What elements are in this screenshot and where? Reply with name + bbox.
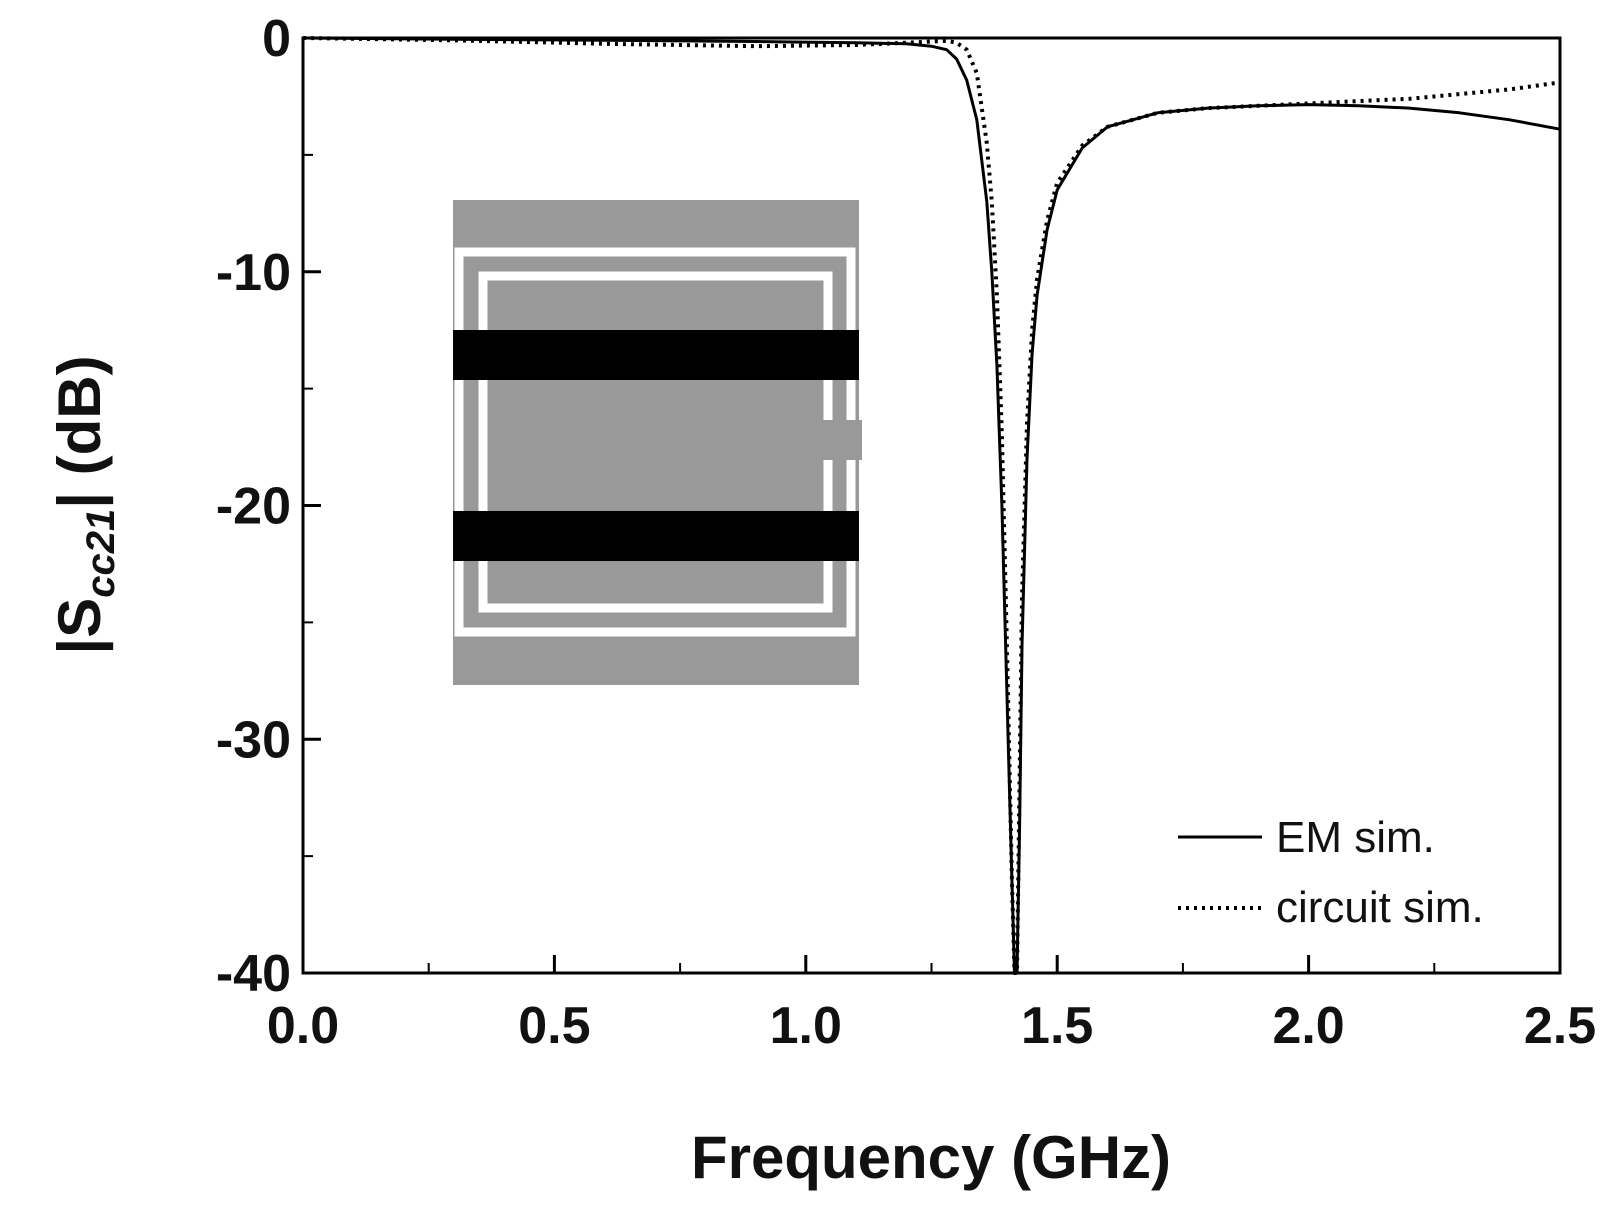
series-line-circuit-sim bbox=[302, 36, 1561, 975]
y-axis-title-prefix: |S bbox=[46, 598, 114, 655]
inset-strip-bottom bbox=[453, 511, 859, 561]
ticks-layer: 0.0 0.5 1.0 1.5 2.0 2.5 0 -10 -20 -30 -40 bbox=[216, 10, 1596, 1055]
inset-strip-top bbox=[453, 330, 859, 380]
y-tick-label: -20 bbox=[216, 478, 291, 536]
x-tick-label: 2.5 bbox=[1524, 997, 1596, 1055]
x-tick-label: 1.5 bbox=[1021, 997, 1093, 1055]
legend-label-em: EM sim. bbox=[1276, 813, 1435, 862]
y-tick-label: -10 bbox=[216, 244, 291, 302]
inset-ring-gap-inner bbox=[818, 420, 838, 460]
y-axis-title: |Scc21| (dB) bbox=[46, 355, 123, 654]
x-tick-label: 0.5 bbox=[518, 997, 590, 1055]
legend-label-circuit: circuit sim. bbox=[1276, 883, 1484, 932]
x-tick-label: 2.0 bbox=[1272, 997, 1344, 1055]
y-axis-title-subscript: cc21 bbox=[79, 509, 123, 598]
inset-ring-gap bbox=[840, 420, 862, 460]
y-tick-label: -40 bbox=[216, 945, 291, 1003]
x-tick-label: 1.0 bbox=[770, 997, 842, 1055]
inset-resonator-layout bbox=[453, 200, 862, 685]
y-axis-title-suffix: | (dB) bbox=[46, 355, 114, 508]
legend: EM sim. circuit sim. bbox=[1178, 813, 1484, 932]
y-tick-label: -30 bbox=[216, 711, 291, 769]
y-tick-label: 0 bbox=[262, 10, 291, 68]
x-tick-label: 0.0 bbox=[267, 997, 339, 1055]
x-axis-title: Frequency (GHz) bbox=[691, 1124, 1171, 1191]
